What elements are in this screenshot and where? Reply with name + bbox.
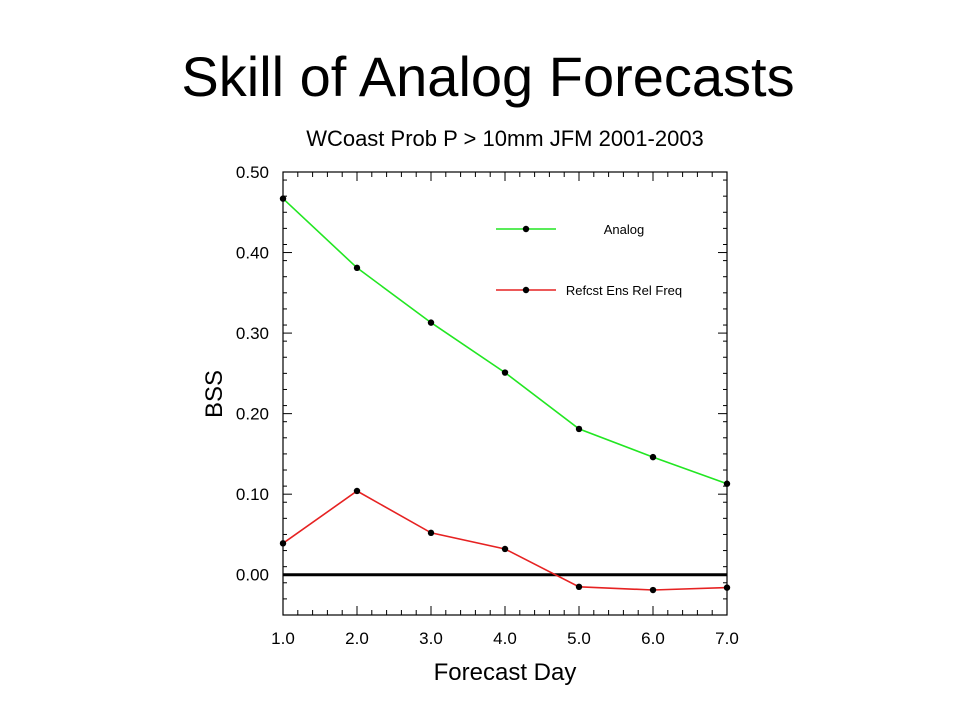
series-lines [282,198,728,591]
data-point [501,545,509,553]
x-axis-label: Forecast Day [434,659,577,686]
data-point [427,319,435,326]
x-tick-label: 1.0 [271,629,295,648]
legend-swatch-point [522,286,530,294]
data-point [649,453,657,461]
y-axis-label: BSS [201,370,228,418]
data-point [575,583,583,591]
data-point [279,540,287,547]
slide-title: Skill of Analog Forecasts [181,45,795,108]
data-point [279,195,287,202]
x-tick-label: 5.0 [567,629,591,648]
y-tick-labels: 0.50 0.40 0.30 0.20 0.10 0.00 [236,163,269,585]
data-point [575,425,583,433]
data-point [723,480,731,487]
chart-title: WCoast Prob P > 10mm JFM 2001-2003 [306,126,704,151]
y-tick-label: 0.00 [236,566,269,585]
data-point [501,369,509,376]
legend-label: Analog [604,222,644,237]
x-tick-label: 6.0 [641,629,665,648]
x-tick-label: 7.0 [715,629,739,648]
data-point [353,264,361,272]
data-point [427,529,435,537]
y-tick-label: 0.10 [236,485,269,504]
minor-ticks [282,171,728,616]
y-tick-label: 0.50 [236,163,269,182]
series-line-analog [282,198,728,485]
legend: Analog Refcst Ens Rel Freq [496,222,682,298]
y-tick-label: 0.40 [236,244,269,263]
x-tick-label: 3.0 [419,629,443,648]
y-tick-label: 0.20 [236,405,269,424]
x-tick-label: 2.0 [345,629,369,648]
data-point [723,584,731,591]
data-point [353,487,361,495]
x-tick-label: 4.0 [493,629,517,648]
legend-swatch-point [522,225,530,233]
y-tick-label: 0.30 [236,324,269,343]
x-tick-labels: 1.0 2.0 3.0 4.0 5.0 6.0 7.0 [271,629,739,648]
series-points [279,195,731,594]
data-point [649,586,657,594]
legend-label: Refcst Ens Rel Freq [566,283,682,298]
